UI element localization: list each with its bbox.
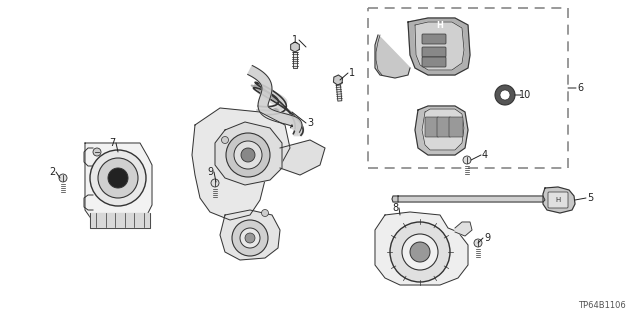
Text: 10: 10 [519, 90, 531, 100]
FancyBboxPatch shape [449, 117, 463, 137]
Circle shape [262, 210, 269, 217]
Polygon shape [192, 108, 290, 220]
Polygon shape [85, 143, 152, 220]
Polygon shape [543, 187, 575, 213]
Circle shape [410, 242, 430, 262]
Circle shape [241, 148, 255, 162]
Polygon shape [408, 18, 470, 75]
FancyBboxPatch shape [422, 47, 446, 57]
Circle shape [402, 234, 438, 270]
FancyBboxPatch shape [425, 117, 439, 137]
Circle shape [500, 90, 510, 100]
Circle shape [234, 141, 262, 169]
Circle shape [474, 239, 482, 247]
Text: 6: 6 [577, 83, 583, 93]
Text: 4: 4 [482, 150, 488, 160]
Circle shape [245, 233, 255, 243]
Text: H: H [556, 197, 561, 203]
Polygon shape [415, 22, 464, 70]
FancyBboxPatch shape [422, 57, 446, 67]
Circle shape [59, 174, 67, 182]
Text: 1: 1 [292, 35, 298, 45]
Polygon shape [291, 42, 300, 52]
Circle shape [463, 156, 471, 164]
Circle shape [232, 220, 268, 256]
Polygon shape [337, 85, 342, 101]
Circle shape [98, 158, 138, 198]
Text: 5: 5 [587, 193, 593, 203]
Polygon shape [90, 213, 150, 228]
Polygon shape [455, 222, 472, 236]
Circle shape [90, 150, 146, 206]
Circle shape [240, 228, 260, 248]
Polygon shape [422, 109, 464, 150]
Text: TP64B1106: TP64B1106 [579, 301, 626, 310]
Polygon shape [333, 75, 342, 85]
Polygon shape [415, 106, 468, 155]
Polygon shape [220, 210, 280, 260]
Circle shape [221, 137, 228, 143]
Circle shape [495, 85, 515, 105]
Polygon shape [215, 122, 282, 185]
Polygon shape [375, 35, 410, 78]
Circle shape [108, 168, 128, 188]
Text: 2: 2 [49, 167, 55, 177]
Text: 7: 7 [109, 138, 115, 148]
Circle shape [226, 133, 270, 177]
Polygon shape [375, 212, 468, 285]
Text: H: H [436, 20, 444, 29]
Text: 1: 1 [349, 68, 355, 78]
FancyBboxPatch shape [422, 34, 446, 44]
Circle shape [390, 222, 450, 282]
Text: 8: 8 [392, 203, 398, 213]
Polygon shape [398, 196, 545, 202]
Bar [368, 8, 568, 168]
Text: 9: 9 [207, 167, 213, 177]
Text: 3: 3 [307, 118, 313, 128]
FancyBboxPatch shape [548, 192, 568, 208]
Circle shape [93, 148, 101, 156]
Polygon shape [392, 196, 398, 202]
Text: 9: 9 [484, 233, 490, 243]
FancyBboxPatch shape [437, 117, 451, 137]
Circle shape [211, 179, 219, 187]
Polygon shape [293, 52, 297, 68]
Polygon shape [248, 66, 302, 132]
Polygon shape [280, 140, 325, 175]
